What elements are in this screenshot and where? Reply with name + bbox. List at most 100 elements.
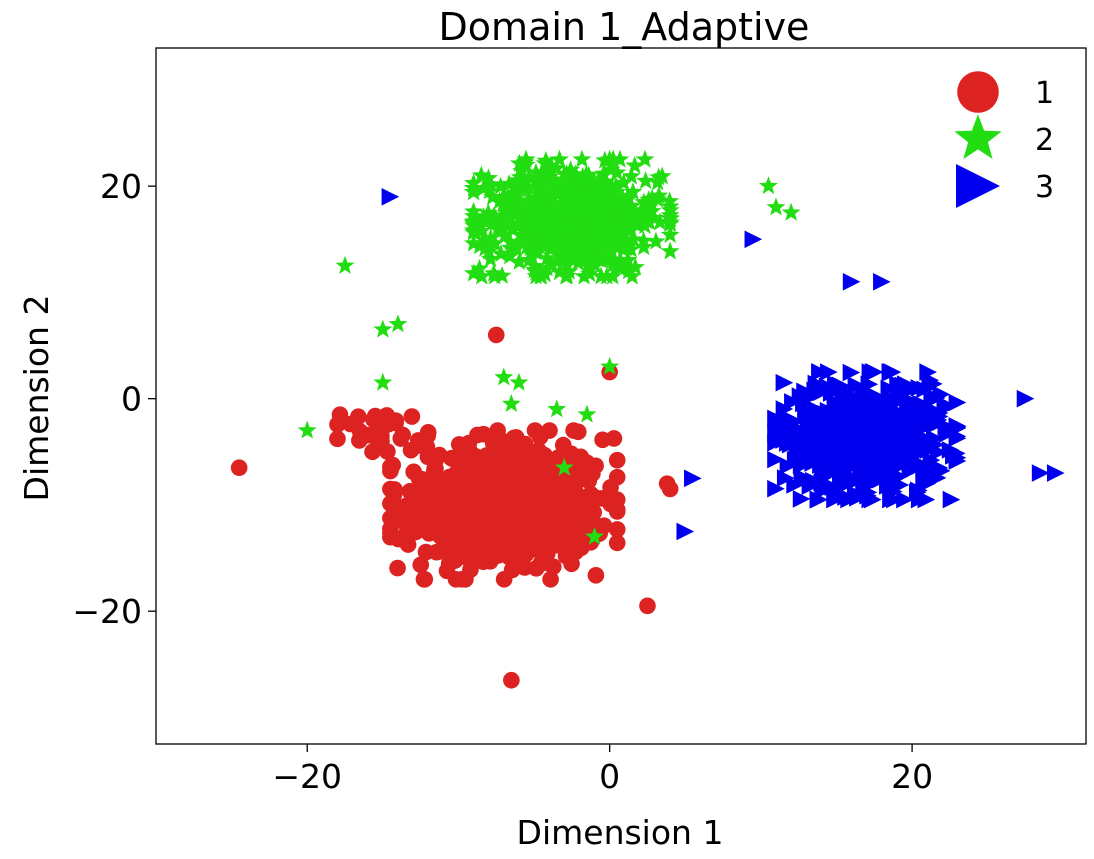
data-point [924, 461, 943, 480]
data-point [540, 166, 560, 185]
data-point [618, 250, 638, 269]
legend-label-1: 1 [1035, 76, 1054, 111]
data-point [840, 388, 858, 406]
data-point [926, 435, 945, 454]
data-point [584, 237, 604, 256]
data-point [661, 480, 679, 498]
data-point [481, 228, 501, 247]
data-point [646, 231, 666, 250]
data-point [590, 173, 610, 192]
data-point [894, 376, 913, 395]
data-point [846, 484, 865, 503]
data-point [639, 597, 656, 615]
data-point [569, 423, 587, 441]
data-point [485, 266, 505, 285]
data-point [478, 531, 496, 548]
data-point [1016, 389, 1035, 408]
data-point [883, 363, 902, 381]
data-point [660, 208, 680, 227]
y-tick-label: −20 [72, 592, 142, 631]
data-point [574, 266, 594, 285]
data-point [412, 556, 430, 574]
data-point [863, 453, 882, 472]
data-point [794, 456, 813, 474]
data-point [519, 250, 539, 269]
data-point [684, 469, 702, 488]
data-point [831, 376, 850, 395]
data-point [495, 462, 513, 479]
x-tick-label: −20 [272, 757, 342, 796]
data-point [559, 182, 579, 201]
data-point [577, 404, 597, 423]
data-point [607, 162, 627, 181]
data-point [527, 516, 544, 534]
data-point [550, 201, 570, 220]
data-point [621, 166, 641, 185]
data-point [580, 263, 599, 282]
data-point [381, 187, 400, 206]
data-point [634, 192, 654, 211]
data-point [587, 185, 607, 204]
data-point [635, 149, 655, 168]
data-point [424, 515, 442, 533]
data-point [432, 528, 450, 545]
data-point [477, 208, 497, 227]
data-point [389, 559, 406, 577]
data-point [614, 195, 634, 214]
data-point [491, 244, 511, 263]
data-point [817, 442, 836, 461]
data-point [886, 490, 904, 509]
data-point [384, 456, 402, 474]
data-point [576, 164, 596, 183]
data-point [836, 437, 854, 456]
data-point [546, 197, 565, 216]
data-point [676, 522, 695, 541]
data-point [592, 208, 612, 227]
x-tick-label: 0 [599, 757, 620, 796]
data-point [560, 207, 580, 226]
data-point [501, 238, 520, 257]
data-point [792, 490, 811, 508]
data-point [908, 483, 927, 502]
y-tick-label: 20 [100, 167, 142, 206]
data-point [489, 547, 507, 564]
data-point [503, 220, 523, 239]
data-point [500, 246, 520, 265]
data-point [618, 186, 638, 205]
data-point [572, 215, 592, 234]
y-axis-label: Dimension 2 [17, 295, 56, 502]
data-point [536, 446, 553, 464]
data-point [856, 390, 875, 409]
data-point [538, 231, 558, 250]
data-point [509, 372, 529, 391]
data-point [515, 197, 534, 216]
data-point [910, 379, 929, 397]
data-point [523, 224, 542, 243]
data-point [870, 403, 889, 422]
data-point [461, 551, 479, 569]
data-point [392, 430, 410, 447]
data-point [547, 495, 565, 512]
data-point [512, 161, 532, 180]
data-point [932, 385, 951, 404]
data-point [481, 249, 500, 268]
data-point [433, 480, 450, 498]
data-point [610, 149, 630, 168]
data-point [462, 530, 479, 547]
data-point [759, 176, 778, 195]
data-point [660, 196, 680, 215]
data-point [523, 215, 543, 234]
data-point [567, 490, 585, 507]
data-point [472, 266, 492, 285]
data-point [557, 255, 577, 274]
data-point [614, 212, 633, 231]
data-point [873, 272, 891, 291]
data-point [515, 152, 535, 171]
data-point [531, 166, 551, 185]
data-point [448, 523, 465, 540]
data-point [808, 406, 826, 425]
data-point [809, 490, 828, 509]
data-point [584, 207, 604, 226]
data-point [503, 561, 521, 579]
data-point [1031, 464, 1050, 482]
